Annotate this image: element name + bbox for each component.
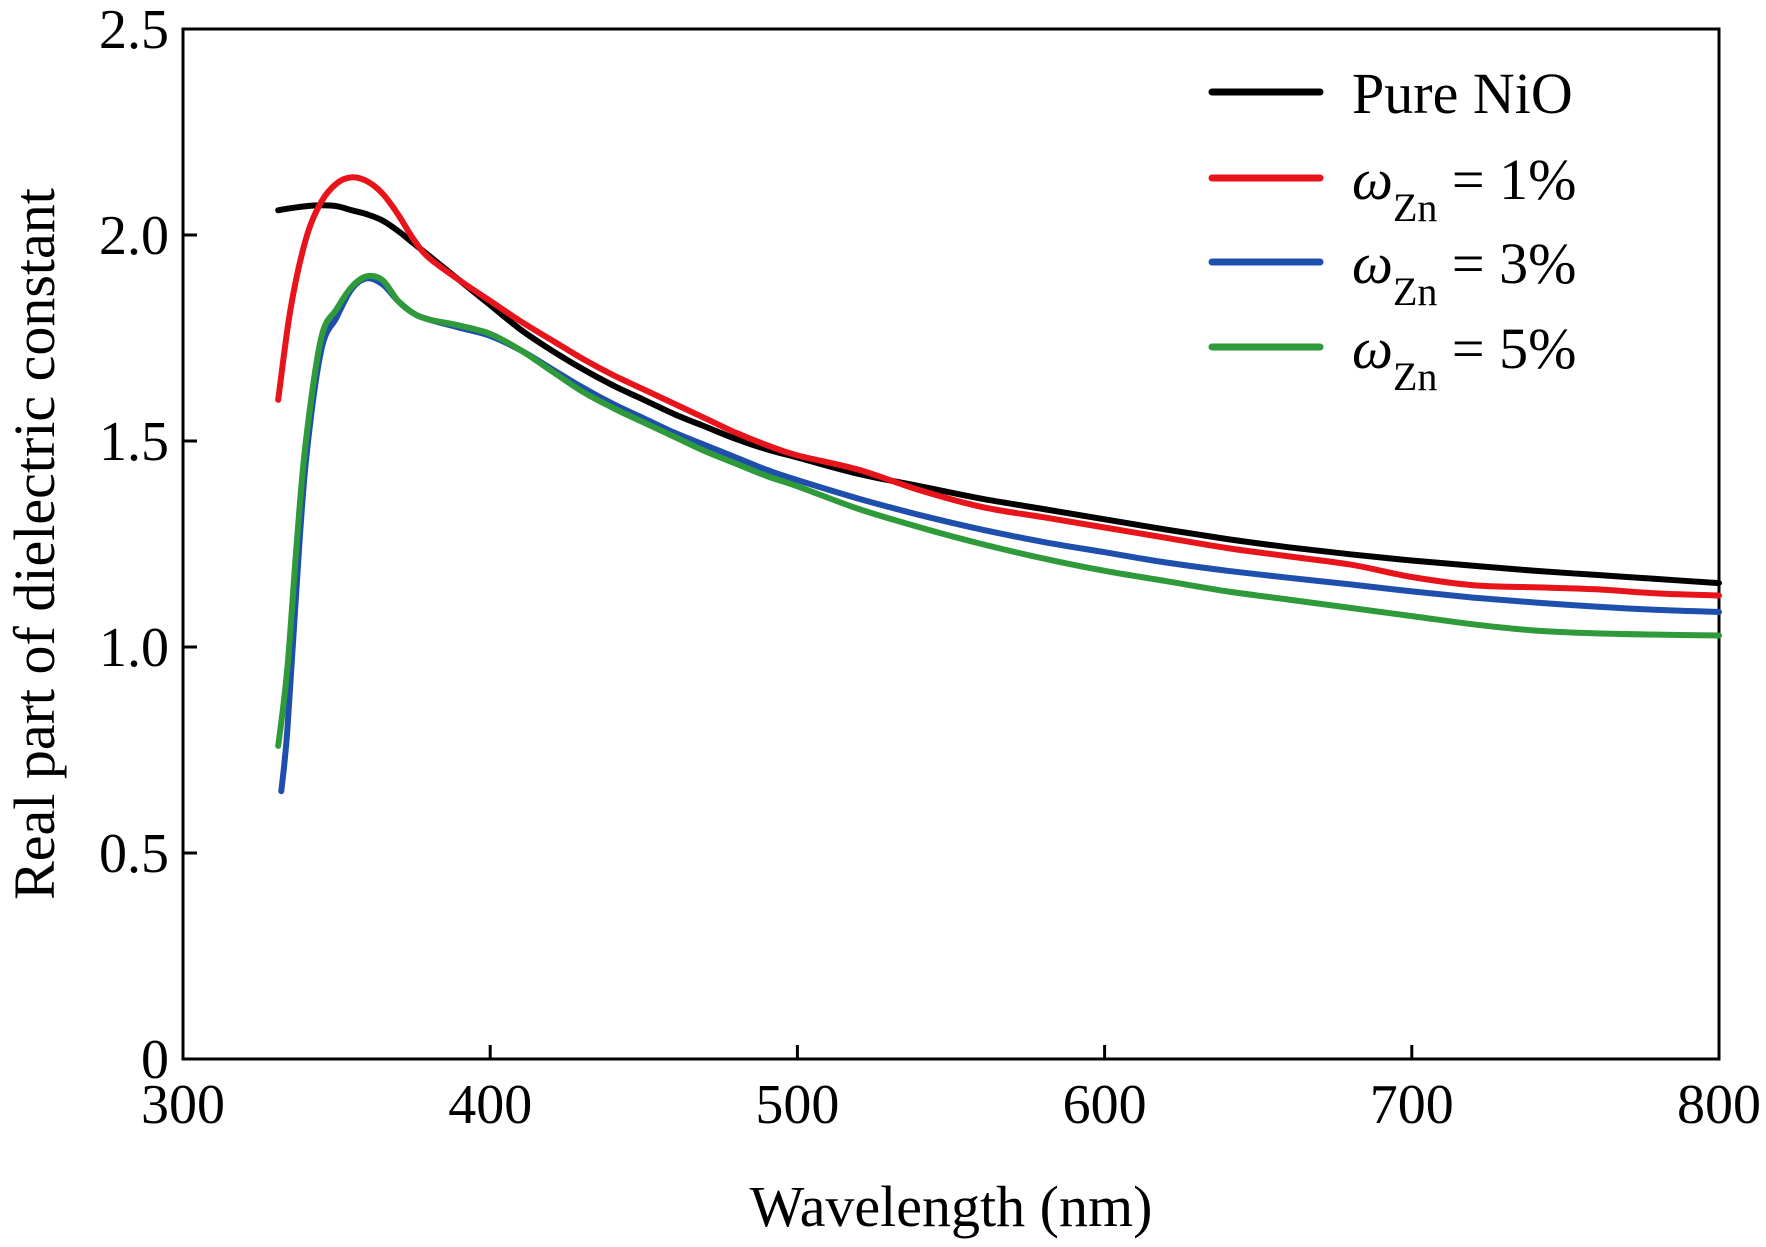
series-line-0 [275, 202, 1722, 587]
x-tick-label: 600 [1063, 1074, 1147, 1136]
legend-label-1: ωZn = 1% [1352, 147, 1576, 230]
legend-label-2: ωZn = 3% [1352, 231, 1576, 314]
series-lines [275, 174, 1722, 795]
y-tick-label: 1.5 [99, 411, 169, 473]
plot-area-frame [181, 27, 1721, 1061]
series-line-3 [275, 272, 1722, 749]
y-tick-label: 0.5 [99, 823, 169, 885]
legend-label-3: ωZn = 5% [1352, 316, 1576, 399]
y-tick-label: 0 [141, 1029, 169, 1091]
x-axis-title: Wavelength (nm) [750, 1174, 1153, 1239]
y-axis-ticks: 0 0.5 1.0 1.5 2.0 2.5 [99, 0, 197, 1091]
x-tick-label: 700 [1370, 1074, 1454, 1136]
x-tick-label: 800 [1677, 1074, 1761, 1136]
x-axis-ticks: 300 400 500 600 700 800 [141, 1045, 1761, 1136]
y-tick-label: 1.0 [99, 617, 169, 679]
series-line-1 [275, 174, 1722, 599]
y-tick-label: 2.5 [99, 0, 169, 61]
legend-label-0: Pure NiO [1352, 61, 1573, 126]
x-tick-label: 400 [448, 1074, 532, 1136]
series-line-2 [278, 275, 1722, 795]
x-tick-label: 300 [141, 1074, 225, 1136]
legend: Pure NiO ωZn = 1%ωZn = 3%ωZn = 5% [1208, 61, 1576, 399]
y-tick-label: 2.0 [99, 205, 169, 267]
x-tick-label: 500 [755, 1074, 839, 1136]
y-axis-title: Real part of dielectric constant [2, 188, 67, 900]
